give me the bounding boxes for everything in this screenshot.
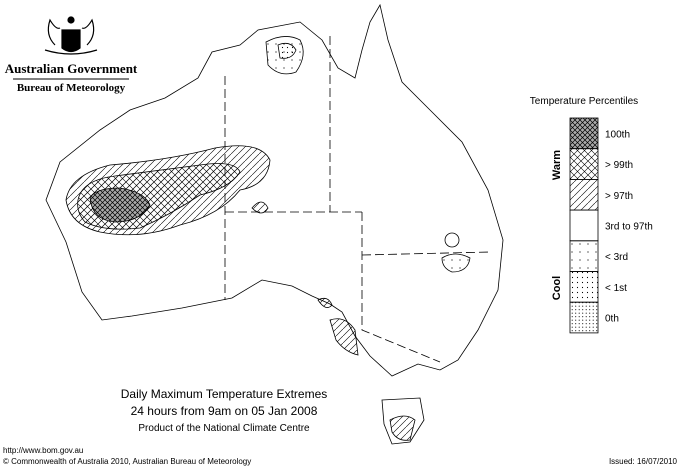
legend-label: > 99th (605, 160, 633, 171)
extreme-areas (65, 36, 471, 441)
legend-cool: Cool (551, 276, 563, 300)
legend-swatch (569, 148, 599, 180)
legend-title: Temperature Percentiles (530, 96, 638, 107)
legend-label: > 97th (605, 191, 633, 202)
legend-label: 3rd to 97th (605, 221, 653, 232)
header-subtitle: Bureau of Meteorology (17, 82, 126, 94)
emblem (44, 16, 98, 55)
legend-label: < 1st (605, 283, 627, 294)
caption-product: Product of the National Climate Centre (138, 423, 310, 434)
footer-url: http://www.bom.gov.au (3, 446, 83, 455)
caption-title: Daily Maximum Temperature Extremes (121, 387, 328, 401)
legend-label: 0th (605, 314, 619, 325)
legend-swatch (569, 240, 599, 272)
map (45, 3, 504, 445)
legend-label: < 3rd (605, 252, 628, 263)
legend-label: 100th (605, 129, 630, 140)
caption-date: 24 hours from 9am on 05 Jan 2008 (131, 404, 318, 418)
legend-swatch (569, 209, 599, 242)
header-title: Australian Government (5, 61, 138, 76)
legend-swatch (569, 117, 599, 150)
legend: 100th > 99th > 97th 3rd to 97th < 3rd < 1st 0t… (569, 117, 653, 334)
legend-swatch (569, 178, 599, 211)
mainland (45, 3, 504, 377)
legend-swatch (569, 271, 599, 303)
legend-swatch (569, 301, 599, 334)
footer-copyright: © Commonwealth of Australia 2010, Austra… (3, 457, 251, 466)
legend-warm: Warm (551, 150, 563, 180)
footer-issued: Issued: 16/07/2010 (609, 457, 678, 466)
